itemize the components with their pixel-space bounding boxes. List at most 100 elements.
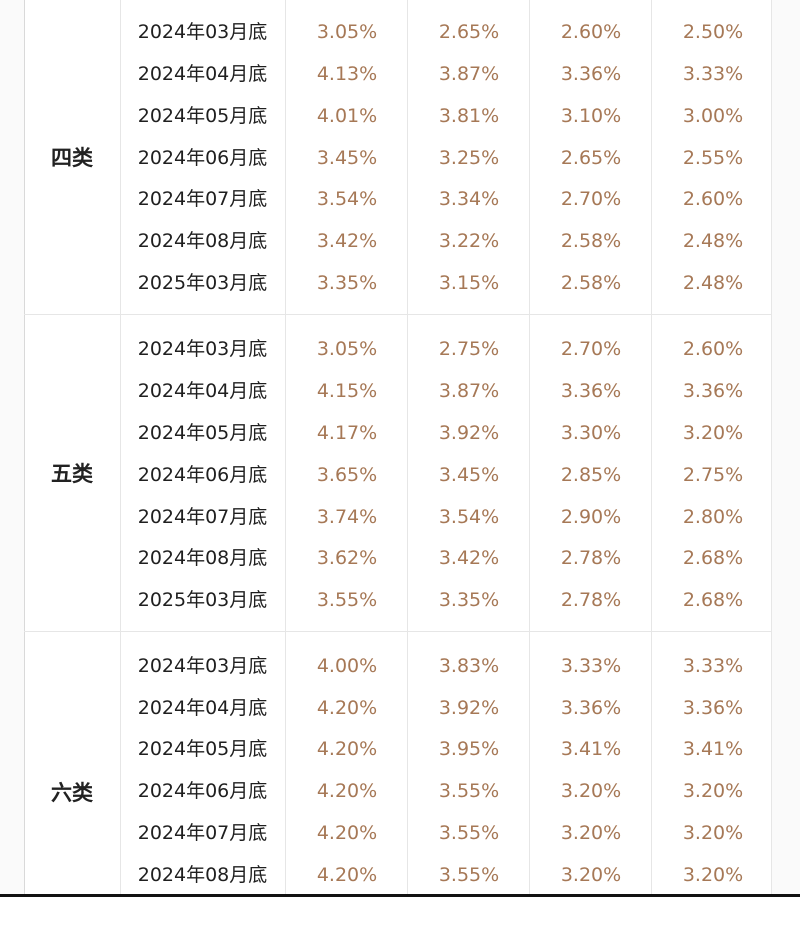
- column-divider: [285, 0, 286, 897]
- table-row: 2024年06月底 4.20% 3.55% 3.20% 3.20%: [24, 770, 772, 812]
- rate-cell: 3.45%: [316, 147, 378, 169]
- table-group: 四类 2024年03月底 3.05% 2.65% 2.60% 2.50% 202…: [24, 0, 772, 314]
- date-cell: 2024年03月底: [137, 338, 268, 360]
- table-row: 2024年04月底 4.20% 3.92% 3.36% 3.36%: [24, 687, 772, 729]
- rate-cell: 3.10%: [560, 105, 622, 127]
- rate-cell: 4.20%: [316, 780, 378, 802]
- rate-cell: 2.90%: [560, 506, 622, 528]
- rate-cell: 3.33%: [682, 63, 744, 85]
- rate-cell: 3.42%: [438, 547, 500, 569]
- date-cell: 2024年07月底: [137, 506, 268, 528]
- rate-cell: 4.20%: [316, 738, 378, 760]
- rate-cell: 3.55%: [438, 822, 500, 844]
- rate-cell: 3.35%: [438, 589, 500, 611]
- rate-cell: 3.41%: [560, 738, 622, 760]
- rate-cell: 3.25%: [438, 147, 500, 169]
- date-cell: 2024年08月底: [137, 547, 268, 569]
- group-divider: [24, 631, 772, 632]
- rate-cell: 3.34%: [438, 188, 500, 210]
- group-divider: [24, 314, 772, 315]
- date-cell: 2024年04月底: [137, 380, 268, 402]
- table-row: 2024年07月底 3.74% 3.54% 2.90% 2.80%: [24, 496, 772, 538]
- rate-cell: 2.48%: [682, 272, 744, 294]
- table-group: 五类 2024年03月底 3.05% 2.75% 2.70% 2.60% 202…: [24, 315, 772, 631]
- table-row: 2024年07月底 4.20% 3.55% 3.20% 3.20%: [24, 812, 772, 854]
- rate-cell: 2.68%: [682, 589, 744, 611]
- rate-cell: 3.87%: [438, 63, 500, 85]
- rate-cell: 2.65%: [560, 147, 622, 169]
- rate-cell: 2.70%: [560, 188, 622, 210]
- rate-cell: 3.55%: [438, 780, 500, 802]
- date-cell: 2024年05月底: [137, 422, 268, 444]
- rate-cell: 3.62%: [316, 547, 378, 569]
- rate-cell: 3.36%: [682, 697, 744, 719]
- rate-cell: 4.13%: [316, 63, 378, 85]
- date-cell: 2024年08月底: [137, 864, 268, 886]
- rate-cell: 4.17%: [316, 422, 378, 444]
- rate-cell: 3.33%: [682, 655, 744, 677]
- rate-cell: 2.58%: [560, 230, 622, 252]
- date-cell: 2024年05月底: [137, 738, 268, 760]
- rate-cell: 4.01%: [316, 105, 378, 127]
- rate-cell: 3.74%: [316, 506, 378, 528]
- column-divider: [407, 0, 408, 897]
- rate-table: 四类 2024年03月底 3.05% 2.65% 2.60% 2.50% 202…: [24, 0, 772, 897]
- table-row: 2024年08月底 3.62% 3.42% 2.78% 2.68%: [24, 537, 772, 579]
- category-label: 五类: [51, 462, 93, 486]
- rate-cell: 4.20%: [316, 697, 378, 719]
- rate-cell: 4.00%: [316, 655, 378, 677]
- rate-cell: 3.87%: [438, 380, 500, 402]
- rate-cell: 2.80%: [682, 506, 744, 528]
- column-divider: [120, 0, 121, 897]
- rate-cell: 3.55%: [316, 589, 378, 611]
- rate-cell: 3.55%: [438, 864, 500, 886]
- rate-cell: 4.20%: [316, 822, 378, 844]
- rate-cell: 3.15%: [438, 272, 500, 294]
- rate-cell: 3.20%: [682, 422, 744, 444]
- table-row: 2024年08月底 4.20% 3.55% 3.20% 3.20%: [24, 854, 772, 896]
- rate-cell: 3.30%: [560, 422, 622, 444]
- rate-cell: 2.85%: [560, 464, 622, 486]
- category-label: 四类: [51, 146, 93, 170]
- table-row: 2024年05月底 4.20% 3.95% 3.41% 3.41%: [24, 728, 772, 770]
- rate-cell: 3.54%: [438, 506, 500, 528]
- column-divider: [771, 0, 772, 897]
- rate-cell: 3.05%: [316, 21, 378, 43]
- rate-cell: 3.41%: [682, 738, 744, 760]
- category-label: 六类: [51, 781, 93, 805]
- rate-cell: 2.78%: [560, 547, 622, 569]
- table-row: 2025年03月底 3.55% 3.35% 2.78% 2.68%: [24, 579, 772, 621]
- rate-cell: 3.35%: [316, 272, 378, 294]
- date-cell: 2024年06月底: [137, 780, 268, 802]
- date-cell: 2024年07月底: [137, 188, 268, 210]
- rate-cell: 2.70%: [560, 338, 622, 360]
- table-row: 2024年05月底 4.17% 3.92% 3.30% 3.20%: [24, 412, 772, 454]
- left-edge: [0, 0, 25, 897]
- table-row: 2024年03月底 3.05% 2.75% 2.70% 2.60%: [24, 328, 772, 370]
- rate-cell: 3.00%: [682, 105, 744, 127]
- date-cell: 2024年04月底: [137, 63, 268, 85]
- rate-cell: 2.55%: [682, 147, 744, 169]
- bottom-edge-bar: [0, 894, 800, 897]
- rate-cell: 2.60%: [682, 338, 744, 360]
- rate-cell: 3.20%: [682, 864, 744, 886]
- date-cell: 2024年08月底: [137, 230, 268, 252]
- rate-cell: 2.60%: [682, 188, 744, 210]
- date-cell: 2024年04月底: [137, 697, 268, 719]
- rate-cell: 3.36%: [560, 380, 622, 402]
- rate-cell: 3.20%: [560, 822, 622, 844]
- rate-cell: 3.81%: [438, 105, 500, 127]
- table-row: 2024年03月底 4.00% 3.83% 3.33% 3.33%: [24, 645, 772, 687]
- rate-cell: 3.20%: [682, 822, 744, 844]
- date-cell: 2025年03月底: [137, 272, 268, 294]
- rate-cell: 3.83%: [438, 655, 500, 677]
- rate-cell: 3.36%: [682, 380, 744, 402]
- date-cell: 2024年03月底: [137, 655, 268, 677]
- rate-cell: 3.42%: [316, 230, 378, 252]
- table-row: 2024年07月底 3.54% 3.34% 2.70% 2.60%: [24, 178, 772, 220]
- rate-cell: 2.50%: [682, 21, 744, 43]
- rate-cell: 3.92%: [438, 422, 500, 444]
- table-row: 2024年06月底 3.45% 3.25% 2.65% 2.55%: [24, 137, 772, 179]
- rate-cell: 2.58%: [560, 272, 622, 294]
- rate-cell: 3.92%: [438, 697, 500, 719]
